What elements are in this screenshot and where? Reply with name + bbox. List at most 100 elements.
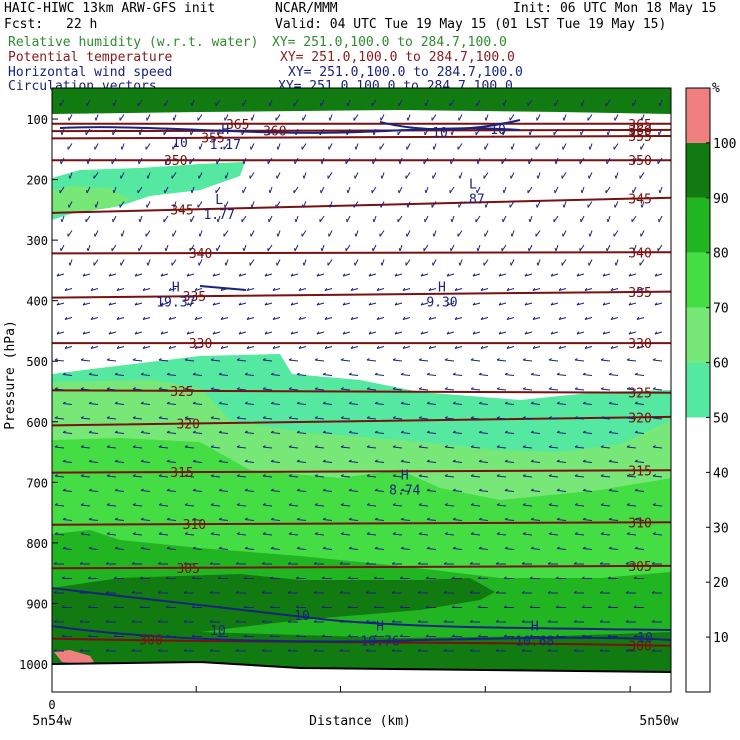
circulation-vector — [322, 461, 333, 463]
circulation-vector — [54, 359, 65, 362]
circulation-vector — [132, 359, 143, 362]
circulation-vector — [224, 114, 229, 121]
circulation-vector-head — [160, 273, 164, 277]
circulation-vector-head — [521, 590, 525, 594]
circulation-vector-head — [504, 459, 508, 462]
circulation-vector-head — [276, 146, 279, 150]
circulation-vector-head — [244, 488, 248, 491]
circulation-vector — [553, 215, 559, 223]
circulation-vector — [652, 533, 663, 536]
circulation-vector — [210, 504, 221, 507]
circulation-vector — [236, 533, 247, 536]
circulation-vector — [459, 259, 463, 266]
circulation-vector-head — [454, 316, 458, 320]
circulation-vector — [296, 461, 307, 463]
circulation-vector-head — [158, 445, 162, 448]
circulation-vector — [106, 475, 117, 478]
circulation-vector — [242, 186, 247, 194]
circulation-vector — [106, 533, 117, 536]
circulation-vector-head — [172, 117, 175, 121]
circulation-vector-head — [340, 474, 344, 477]
circulation-vector — [600, 446, 611, 449]
circulation-vector — [558, 317, 567, 320]
circulation-vector — [290, 302, 299, 306]
circulation-vector — [426, 432, 437, 434]
circulation-vector — [132, 533, 143, 536]
circulation-vector — [503, 186, 507, 194]
circulation-vector — [374, 403, 385, 405]
circulation-vector — [452, 490, 463, 492]
circulation-vector-head — [634, 401, 638, 404]
field-label-rh: Relative humidity (w.r.t. water) — [8, 35, 259, 50]
circulation-vector-head — [105, 619, 109, 623]
circulation-vector — [426, 490, 437, 492]
circulation-vector — [631, 128, 637, 136]
circulation-vector-head — [602, 273, 606, 277]
circulation-vector — [69, 259, 73, 266]
circulation-vector-head — [116, 287, 120, 291]
circulation-vector-head — [626, 358, 630, 361]
circulation-vector-head — [347, 605, 351, 608]
circulation-vector-head — [138, 131, 141, 136]
circulation-vector-head — [425, 576, 429, 579]
circulation-vector-head — [398, 247, 401, 252]
circulation-vector-head — [184, 416, 188, 419]
x-tick-label: 0 — [48, 698, 55, 712]
circulation-vector — [56, 273, 65, 277]
circulation-vector-head — [428, 316, 432, 320]
circulation-vector — [243, 157, 247, 165]
circulation-vector — [340, 475, 351, 478]
circulation-vector — [54, 388, 65, 391]
circulation-vector-head — [607, 634, 611, 637]
circulation-vector-head — [626, 532, 630, 535]
circulation-vector-head — [614, 175, 617, 179]
circulation-vector-head — [56, 302, 60, 306]
circulation-vector — [294, 157, 299, 165]
circulation-vector-head — [350, 316, 354, 320]
circulation-vector — [550, 331, 559, 335]
circulation-vector-head — [350, 287, 354, 291]
circulation-vector — [87, 157, 91, 165]
circulation-vector — [67, 230, 73, 237]
circulation-vector-head — [599, 648, 603, 652]
circulation-vector-head — [496, 358, 500, 361]
circulation-vector — [449, 186, 455, 194]
circulation-vector — [529, 215, 533, 223]
circulation-vector-head — [636, 345, 640, 349]
circulation-vector-head — [244, 430, 248, 433]
circulation-vector — [114, 432, 125, 434]
circulation-vector-head — [236, 532, 240, 535]
circulation-vector — [587, 114, 593, 121]
circulation-vector — [218, 403, 229, 405]
circulation-vector — [405, 172, 411, 179]
circulation-vector-head — [165, 605, 169, 608]
circulation-vector-head — [287, 648, 291, 652]
circulation-vector — [506, 346, 515, 349]
circulation-vector-head — [426, 372, 430, 375]
circulation-vector — [106, 359, 117, 362]
circulation-vector-head — [548, 358, 552, 361]
circulation-vector-head — [608, 459, 612, 462]
theta-label: 345 — [628, 192, 651, 207]
circulation-vector — [504, 374, 515, 376]
circulation-vector-head — [80, 532, 84, 535]
circulation-vector — [426, 461, 437, 463]
circulation-vector — [80, 446, 91, 449]
circulation-vector — [293, 186, 299, 194]
circulation-vector-head — [112, 189, 115, 194]
circulation-vector — [626, 359, 637, 362]
circulation-vector-head — [391, 619, 395, 623]
circulation-vector — [90, 288, 99, 291]
circulation-vector-head — [164, 160, 167, 165]
circulation-vector — [250, 230, 255, 237]
circulation-vector — [527, 186, 533, 194]
circulation-vector-head — [209, 648, 213, 652]
circulation-vector — [400, 432, 411, 434]
circulation-vector — [502, 128, 507, 136]
circulation-vector-head — [88, 488, 92, 491]
circulation-vector — [504, 519, 515, 521]
extremum-marker: H — [438, 281, 446, 296]
circulation-vector — [446, 273, 455, 277]
circulation-vector-head — [322, 430, 326, 433]
circulation-vector-head — [556, 488, 560, 491]
